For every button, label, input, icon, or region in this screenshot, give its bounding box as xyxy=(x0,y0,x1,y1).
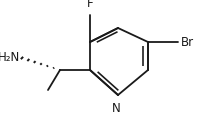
Text: Br: Br xyxy=(181,36,194,48)
Text: F: F xyxy=(87,0,93,10)
Text: H₂N: H₂N xyxy=(0,51,20,64)
Text: N: N xyxy=(111,102,120,115)
